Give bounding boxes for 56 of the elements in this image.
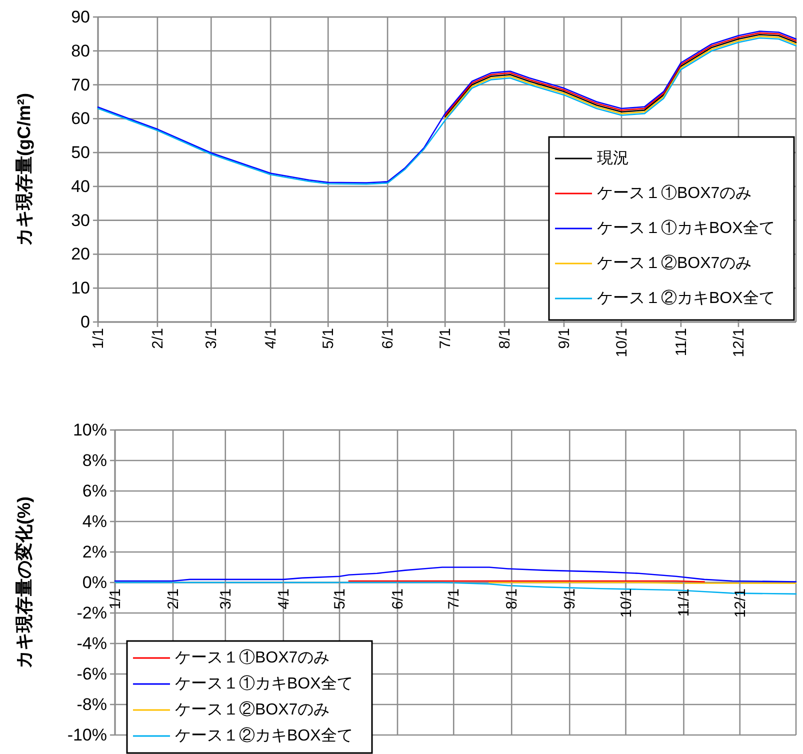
x-tick-label: 2/1 xyxy=(149,328,166,349)
y-tick-label: -4% xyxy=(76,634,107,653)
y-tick-label: -8% xyxy=(76,695,107,714)
y-tick-label: 80 xyxy=(71,41,90,60)
legend-label: ケース１①カキBOX全て xyxy=(597,219,775,237)
y-tick-label: 10 xyxy=(71,278,90,298)
x-tick-label: 1/1 xyxy=(90,328,107,349)
y-tick-label: 50 xyxy=(71,143,90,162)
x-tick-label: 5/1 xyxy=(332,588,349,610)
y-tick-label: 70 xyxy=(71,75,90,94)
x-tick-label: 3/1 xyxy=(217,588,234,610)
legend-label: ケース１②BOX7のみ xyxy=(175,700,330,718)
legend-label: ケース１②カキBOX全て xyxy=(597,289,775,307)
legend-label: ケース１①カキBOX全て xyxy=(175,674,353,692)
x-tick-label: 10/1 xyxy=(618,588,635,618)
y-axis-title: カキ現存量(gC/m²) xyxy=(14,93,34,246)
legend-label: ケース１①BOX7のみ xyxy=(597,184,752,202)
y-tick-label: -2% xyxy=(76,604,107,622)
x-tick-label: 6/1 xyxy=(390,588,407,610)
y-tick-label: 10% xyxy=(72,420,107,440)
y-tick-label: 40 xyxy=(71,176,90,196)
legend-label: ケース１②BOX7のみ xyxy=(597,254,752,272)
x-tick-label: 8/1 xyxy=(496,328,514,349)
y-tick-label: -6% xyxy=(76,664,107,684)
y-tick-label: -10% xyxy=(67,726,107,744)
x-tick-label: 9/1 xyxy=(562,588,579,610)
y-tick-label: 8% xyxy=(82,451,107,470)
x-tick-label: 3/1 xyxy=(203,328,220,349)
x-tick-label: 8/1 xyxy=(504,588,521,610)
x-tick-label: 4/1 xyxy=(275,588,292,610)
x-tick-label: 2/1 xyxy=(164,588,182,610)
y-tick-label: 0% xyxy=(82,573,107,592)
x-tick-label: 7/1 xyxy=(446,588,463,610)
x-tick-label: 11/1 xyxy=(676,588,693,617)
x-tick-label: 1/1 xyxy=(107,588,124,610)
y-tick-label: 0 xyxy=(80,312,90,332)
y-axis-title: カキ現存量の変化(%) xyxy=(14,496,34,668)
y-tick-label: 6% xyxy=(82,482,107,500)
x-tick-label: 12/1 xyxy=(732,588,749,618)
y-tick-label: 4% xyxy=(82,512,107,531)
y-tick-label: 2% xyxy=(82,542,107,562)
x-tick-label: 4/1 xyxy=(262,328,280,349)
x-tick-label: 7/1 xyxy=(437,328,454,349)
y-tick-label: 20 xyxy=(71,244,90,264)
y-tick-label: 90 xyxy=(71,8,90,26)
legend-label: 現況 xyxy=(597,150,629,167)
x-tick-label: 6/1 xyxy=(380,328,397,349)
x-tick-label: 10/1 xyxy=(614,328,630,358)
x-tick-label: 12/1 xyxy=(730,328,748,358)
x-tick-label: 11/1 xyxy=(672,328,690,356)
x-tick-label: 9/1 xyxy=(556,328,573,349)
y-tick-label: 30 xyxy=(71,210,90,230)
x-tick-label: 5/1 xyxy=(320,328,338,349)
legend-label: ケース１②カキBOX全て xyxy=(175,726,353,744)
y-tick-label: 60 xyxy=(71,109,90,128)
legend-label: ケース１①BOX7のみ xyxy=(175,648,330,666)
